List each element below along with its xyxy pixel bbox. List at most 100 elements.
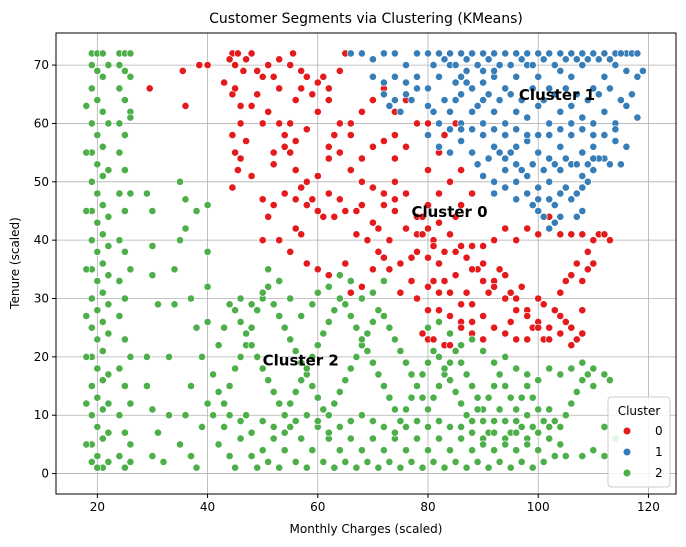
data-point-cluster-2: [379, 382, 388, 390]
data-point-cluster-1: [368, 72, 377, 81]
data-point-cluster-0: [379, 137, 388, 145]
data-point-cluster-2: [236, 317, 245, 326]
data-point-cluster-1: [589, 119, 598, 128]
data-point-cluster-0: [269, 148, 278, 157]
data-point-cluster-0: [446, 312, 454, 320]
data-point-cluster-2: [115, 61, 124, 69]
data-point-cluster-0: [418, 230, 427, 239]
data-point-cluster-1: [628, 90, 636, 99]
data-point-cluster-2: [324, 428, 333, 437]
data-point-cluster-2: [104, 271, 113, 280]
data-point-cluster-2: [319, 457, 328, 466]
data-point-cluster-2: [104, 212, 113, 221]
data-point-cluster-0: [402, 224, 410, 233]
data-point-cluster-2: [578, 358, 587, 367]
data-point-cluster-2: [203, 247, 212, 256]
data-point-cluster-1: [594, 90, 603, 99]
data-point-cluster-2: [506, 393, 515, 402]
data-point-cluster-2: [335, 446, 344, 455]
data-point-cluster-2: [308, 446, 317, 455]
data-point-cluster-2: [264, 376, 273, 385]
data-point-cluster-2: [187, 294, 195, 303]
data-point-cluster-2: [258, 288, 267, 297]
data-point-cluster-1: [633, 72, 642, 81]
data-point-cluster-2: [324, 317, 333, 326]
data-point-cluster-0: [506, 288, 515, 297]
data-point-cluster-2: [104, 457, 113, 466]
data-point-cluster-2: [446, 446, 454, 455]
data-point-cluster-2: [98, 376, 107, 385]
data-point-cluster-2: [192, 207, 201, 215]
data-point-cluster-1: [468, 49, 476, 58]
data-point-cluster-1: [578, 148, 587, 157]
data-point-cluster-2: [231, 463, 239, 472]
data-point-cluster-0: [435, 259, 443, 268]
data-point-cluster-2: [484, 393, 493, 402]
data-point-cluster-2: [87, 323, 96, 332]
data-point-cluster-2: [512, 428, 521, 437]
y-tick-label: 50: [34, 175, 49, 189]
data-point-cluster-2: [247, 452, 256, 460]
data-point-cluster-0: [341, 207, 350, 215]
data-point-cluster-2: [87, 382, 96, 390]
data-point-cluster-2: [286, 335, 295, 344]
data-point-cluster-2: [561, 452, 570, 460]
data-point-cluster-0: [291, 195, 300, 204]
data-point-cluster-0: [512, 236, 521, 245]
legend-marker-1: [622, 447, 632, 457]
data-point-cluster-0: [556, 329, 565, 338]
data-point-cluster-0: [429, 277, 438, 285]
data-point-cluster-1: [490, 107, 498, 116]
data-point-cluster-0: [231, 148, 239, 157]
data-point-cluster-0: [297, 183, 306, 192]
data-point-cluster-2: [462, 411, 471, 420]
data-point-cluster-2: [501, 417, 510, 425]
data-point-cluster-2: [324, 411, 333, 420]
data-point-cluster-0: [319, 72, 328, 81]
data-point-cluster-1: [583, 55, 592, 64]
annotations: Cluster 0 Cluster 1 Cluster 2: [263, 86, 595, 370]
data-point-cluster-2: [214, 341, 223, 350]
data-point-cluster-1: [572, 55, 581, 64]
data-point-cluster-2: [98, 288, 107, 297]
data-point-cluster-0: [195, 61, 204, 69]
data-point-cluster-2: [203, 317, 212, 326]
data-point-cluster-1: [534, 131, 543, 139]
data-point-cluster-0: [490, 282, 498, 291]
data-point-cluster-1: [490, 49, 498, 58]
data-point-cluster-2: [297, 434, 306, 443]
data-point-cluster-1: [594, 55, 603, 64]
data-point-cluster-1: [490, 125, 498, 134]
data-point-cluster-1: [528, 84, 537, 93]
data-point-cluster-1: [451, 61, 460, 69]
data-point-cluster-0: [457, 166, 465, 174]
legend-title: Cluster: [618, 404, 661, 418]
data-point-cluster-1: [589, 131, 598, 139]
data-point-cluster-0: [335, 148, 344, 157]
data-point-cluster-2: [104, 329, 113, 338]
data-point-cluster-0: [357, 201, 366, 209]
data-point-cluster-2: [82, 148, 91, 157]
data-point-cluster-0: [269, 201, 278, 209]
data-point-cluster-0: [468, 300, 476, 309]
data-point-cluster-1: [572, 212, 581, 221]
data-point-cluster-2: [220, 399, 228, 408]
data-point-cluster-2: [253, 306, 262, 315]
data-point-cluster-2: [435, 382, 443, 390]
data-point-cluster-1: [484, 55, 493, 64]
data-point-cluster-1: [583, 177, 592, 186]
data-point-cluster-2: [539, 417, 548, 425]
data-point-cluster-2: [286, 294, 295, 303]
data-point-cluster-0: [379, 189, 388, 198]
data-point-cluster-2: [258, 417, 267, 425]
data-point-cluster-2: [87, 236, 96, 245]
data-point-cluster-0: [233, 49, 242, 58]
data-point-cluster-2: [121, 335, 129, 344]
data-point-cluster-0: [446, 177, 454, 186]
data-point-cluster-2: [313, 393, 322, 402]
data-point-cluster-0: [242, 137, 250, 145]
data-point-cluster-1: [424, 102, 432, 110]
data-point-cluster-2: [396, 347, 405, 355]
data-point-cluster-2: [390, 405, 399, 414]
